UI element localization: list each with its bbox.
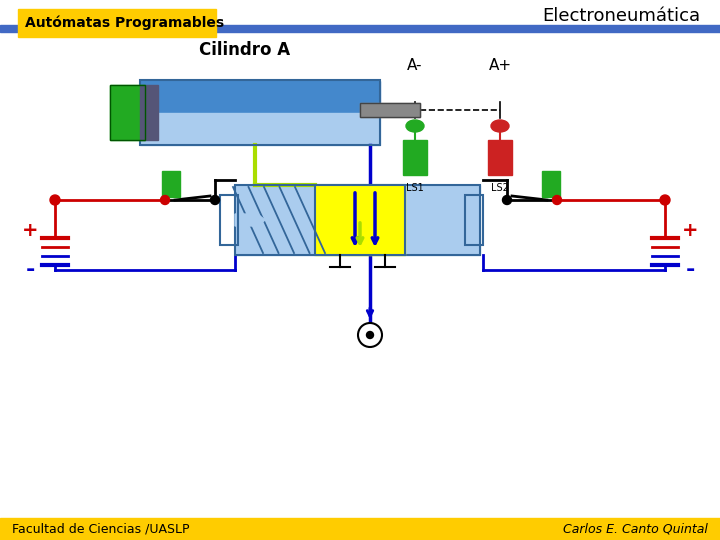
Circle shape: [161, 195, 169, 205]
Text: Autómatas Programables: Autómatas Programables: [25, 16, 224, 30]
Bar: [140, 81, 380, 113]
Text: A-: A-: [408, 57, 423, 72]
Bar: [360, 103, 420, 117]
Circle shape: [366, 332, 374, 339]
Circle shape: [358, 323, 382, 347]
FancyArrow shape: [420, 212, 450, 228]
Bar: [403, 140, 427, 175]
Bar: [465, 195, 483, 245]
Bar: [140, 85, 158, 140]
Circle shape: [660, 195, 670, 205]
Bar: [488, 140, 512, 175]
Text: -: -: [685, 260, 695, 280]
Circle shape: [210, 195, 220, 205]
Bar: [235, 185, 480, 255]
Circle shape: [50, 195, 60, 205]
Bar: [140, 80, 380, 145]
Circle shape: [552, 195, 562, 205]
Bar: [110, 85, 145, 140]
Ellipse shape: [406, 120, 424, 132]
Text: LS2: LS2: [491, 183, 509, 193]
Ellipse shape: [491, 120, 509, 132]
Text: -: -: [25, 260, 35, 280]
Text: +: +: [22, 220, 38, 240]
Text: +: +: [682, 220, 698, 240]
Bar: [0, 518, 720, 540]
Bar: [18, 9, 216, 37]
Text: Cilindro A: Cilindro A: [199, 41, 291, 59]
Bar: [0, 25, 720, 32]
Bar: [235, 185, 480, 255]
FancyArrow shape: [235, 212, 265, 228]
Circle shape: [503, 195, 511, 205]
Bar: [360, 103, 420, 117]
Bar: [140, 113, 380, 145]
Bar: [162, 171, 180, 197]
Bar: [220, 195, 238, 245]
Bar: [315, 185, 405, 255]
Text: Facultad de Ciencias /UASLP: Facultad de Ciencias /UASLP: [12, 523, 189, 536]
Bar: [542, 171, 560, 197]
Text: Carlos E. Canto Quintal: Carlos E. Canto Quintal: [563, 523, 708, 536]
Text: LS1: LS1: [406, 183, 424, 193]
Text: Electroneumática: Electroneumática: [542, 7, 700, 25]
Text: A+: A+: [488, 57, 512, 72]
Bar: [110, 85, 145, 140]
Bar: [315, 185, 405, 255]
